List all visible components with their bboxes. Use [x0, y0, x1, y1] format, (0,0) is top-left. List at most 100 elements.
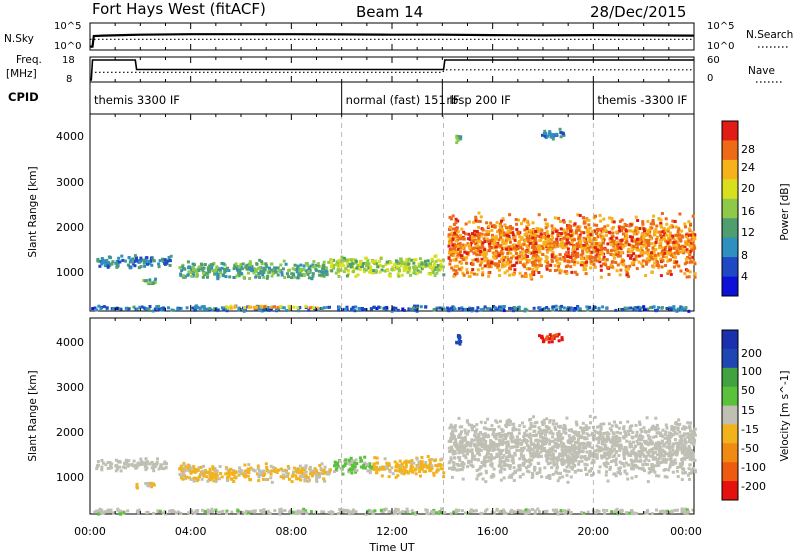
vel-layer-cell-4: [368, 462, 372, 466]
power-layer-cell-8: [555, 132, 559, 136]
vel-layer-cell-1: [114, 469, 118, 473]
vel-layer-cell-6: [652, 456, 655, 460]
power-layer-cell-4: [213, 272, 217, 276]
power-layer-cell-4: [218, 268, 222, 272]
power-layer-cell-6: [537, 264, 540, 268]
power-layer-cell-6: [659, 218, 663, 222]
power-layer-cell-6: [527, 259, 531, 263]
vel-layer-cell-5: [409, 466, 413, 470]
power-layer-cell-5: [361, 262, 365, 265]
power-layer-cell-6: [532, 247, 536, 251]
vel-layer-cell-6: [622, 448, 626, 452]
vel-layer-cell-6: [555, 456, 559, 460]
vel-layer-cell-0: [439, 511, 443, 515]
power-layer-cell-6: [501, 217, 505, 221]
vel-layer-cell-0: [568, 512, 572, 516]
power-layer-cell-6: [509, 229, 513, 232]
power-layer-cell-4: [311, 272, 315, 276]
vel-layer-cell-6: [571, 461, 575, 465]
power-layer-cell-6: [664, 264, 667, 267]
power-layer-cell-6: [572, 251, 576, 255]
vel-layer-cell-6: [466, 420, 470, 424]
vel-layer-cell-1: [142, 462, 146, 466]
power-layer-cell-6: [643, 251, 647, 255]
power-layer-cell-6: [467, 243, 471, 247]
vel-layer-cell-6: [614, 474, 618, 478]
power-layer-cell-6: [608, 216, 612, 220]
vel-layer-cell-6: [526, 465, 530, 469]
power-layer-cell-6: [483, 264, 487, 268]
vel-layer-cell-6: [626, 451, 630, 455]
power-layer-cell-6: [664, 229, 668, 233]
vel-layer-cell-0: [582, 511, 586, 515]
vel-layer-cell-6: [584, 424, 588, 428]
vel-layer-cell-6: [655, 474, 659, 478]
vel-layer-cell-6: [579, 456, 583, 460]
vel-layer-cell-4: [333, 464, 336, 468]
vel-layer-cell-6: [671, 433, 675, 437]
power-layer-cell-1: [229, 306, 233, 310]
vel-layer-cell-3: [323, 479, 327, 483]
power-layer-cell-0: [345, 305, 349, 309]
power-layer-cell-4: [317, 269, 321, 273]
vel-layer-cell-6: [661, 428, 665, 432]
vel-layer-cell-6: [566, 455, 570, 458]
power-layer-cell-6: [493, 240, 497, 243]
power-layer-cell-6: [511, 264, 515, 268]
power-layer-cell-6: [652, 250, 656, 254]
vel-layer-cell-3: [211, 467, 215, 471]
power-layer-cell-6: [488, 264, 492, 268]
power-layer-cell-5: [429, 262, 433, 266]
power-layer-cell-6: [678, 237, 682, 241]
power-layer-cell-5: [342, 264, 346, 268]
vel-layer-cell-1: [114, 464, 118, 467]
beam-title: Beam 14: [356, 3, 423, 21]
power-layer-cell-6: [540, 275, 544, 279]
power-layer-cell-4: [320, 270, 324, 274]
power-layer-cell-6: [675, 244, 679, 248]
power-layer-cell-6: [634, 239, 638, 243]
vel-layer-cell-0: [510, 508, 514, 512]
vel-layer-cell-1: [162, 462, 166, 466]
power-layer-cell-4: [224, 275, 228, 279]
power-layer-cell-6: [687, 239, 691, 243]
power-layer-cell-6: [661, 255, 665, 259]
vel-layer-cell-6: [503, 460, 506, 464]
vel-layer-cell-6: [569, 475, 573, 479]
vel-layer-cell-1: [150, 461, 154, 465]
vel-layer-cell-1: [118, 465, 122, 469]
vel-layer-cell-6: [461, 477, 465, 481]
vel-layer-cell-6: [688, 446, 692, 450]
power-layer-cell-0: [140, 305, 144, 309]
vel-layer-cell-3: [322, 477, 326, 481]
vel-layer-cell-6: [633, 444, 637, 448]
power-layer-cell-0: [364, 308, 368, 311]
power-layer-cell-6: [652, 214, 656, 218]
power-layer-cell-6: [650, 242, 653, 246]
power-layer-cell-6: [641, 235, 645, 239]
power-layer-cell-5: [418, 257, 422, 261]
vel-layer-cell-3: [258, 469, 262, 473]
power-layer-cell-6: [570, 270, 574, 274]
power-layer-cell-6: [481, 273, 485, 277]
vel-layer-cell-6: [663, 433, 667, 437]
vel-layer-cell-0: [533, 511, 537, 515]
power-layer-cell-6: [487, 224, 491, 228]
power-layer-cell-6: [508, 231, 512, 234]
power-layer-cell-0: [508, 306, 512, 310]
power-layer-cell-0: [634, 307, 638, 311]
vel-layer-cell-6: [630, 476, 634, 480]
power-layer-cell-6: [598, 213, 602, 217]
power-layer-cell-6: [683, 262, 687, 266]
vel-layer-cell-0: [613, 510, 617, 514]
power-layer-cell-5: [337, 274, 341, 278]
power-layer-cell-6: [651, 248, 655, 252]
vel-layer-cell-6: [638, 466, 642, 470]
power-layer-cell-6: [536, 234, 540, 238]
power-layer-cell-4: [200, 263, 204, 267]
vel-layer-cell-0: [464, 511, 467, 515]
power-layer-cell-4: [208, 264, 212, 268]
vel-layer-cell-0: [214, 508, 218, 512]
vel-layer-cell-3: [215, 470, 219, 473]
vel-layer-cell-6: [559, 432, 563, 436]
